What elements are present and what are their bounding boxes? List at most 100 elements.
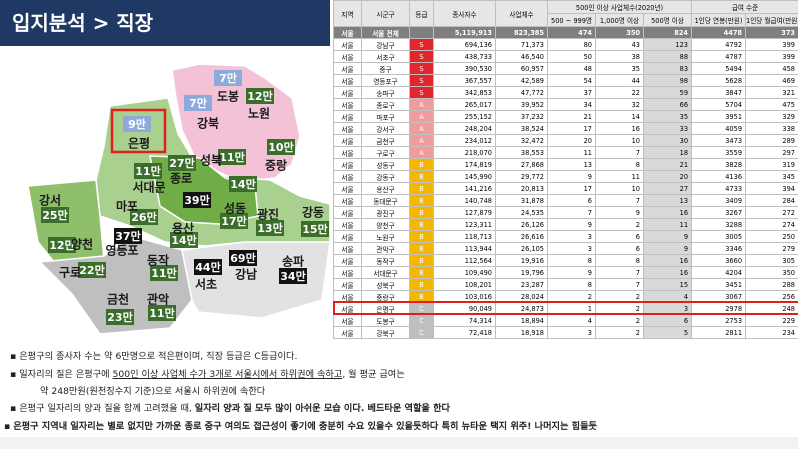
cell: 성북구 (361, 278, 410, 291)
badge-value: 7만 (189, 96, 207, 110)
cell: 474 (547, 26, 596, 39)
cell: 2978 (691, 302, 747, 315)
table-row: 서울 성북구 B 108,201 23,287 8 7 15 3451 288 (333, 278, 798, 291)
district-name: 종로 (170, 172, 192, 186)
cell: 2 (595, 290, 644, 303)
cell: 47,772 (495, 86, 548, 99)
cell: 8 (547, 254, 596, 267)
cell: 5704 (691, 98, 747, 111)
grade-cell: S (409, 74, 434, 87)
cell: 16 (595, 122, 644, 135)
header-cell: 등급 (409, 0, 434, 27)
cell: 16 (642, 206, 693, 219)
badge (214, 70, 242, 86)
cell: 279 (745, 242, 798, 255)
cell: 3828 (691, 158, 747, 171)
cell: 4136 (691, 170, 747, 183)
cell: 3 (642, 302, 693, 315)
cell: 297 (745, 146, 798, 159)
grade-cell: B (409, 218, 434, 231)
cell: 3847 (691, 86, 747, 99)
cell: 2811 (691, 326, 747, 339)
badge-value: 12만 (247, 89, 272, 103)
cell: 서울 (333, 218, 362, 231)
cell: 3559 (691, 146, 747, 159)
header-cell: 500명 이상 (642, 13, 693, 27)
cell: 109,490 (433, 266, 496, 279)
cell: 서울 (333, 38, 362, 51)
district-name: 동작 (147, 253, 169, 268)
district-name: 구로 (59, 266, 81, 280)
cell: 11 (547, 146, 596, 159)
cell: 274 (745, 218, 798, 231)
badge (48, 237, 76, 253)
cell: 174,819 (433, 158, 496, 171)
table-row: 서울 노원구 B 118,713 26,616 3 6 9 3005 250 (333, 230, 798, 243)
badge (220, 213, 248, 229)
cell: 강남구 (361, 38, 410, 51)
badge (123, 116, 151, 132)
title-bar: 입지분석 > 직장 (0, 0, 330, 46)
table-row: 서울 중구 S 390,530 60,957 48 35 83 5494 458 (333, 62, 798, 75)
cell: 3 (547, 326, 596, 339)
cell: 16 (642, 254, 693, 267)
grade-cell: A (409, 146, 434, 159)
map-regions (27, 63, 330, 335)
cell: 서울 (333, 254, 362, 267)
cell: 서울 (333, 230, 362, 243)
cell: 서울 (333, 302, 362, 315)
header-cell: 1인당 연봉(만원) (691, 13, 747, 27)
cell: 19,916 (495, 254, 548, 267)
cell: 서울 (333, 326, 362, 339)
cell: 서울 (333, 74, 362, 87)
cell: 강동구 (361, 170, 410, 183)
cell: 475 (745, 98, 798, 111)
badge (229, 176, 257, 192)
cell: 127,879 (433, 206, 496, 219)
cell: 1 (547, 302, 596, 315)
cell: 2 (547, 290, 596, 303)
district-name: 성북 (200, 154, 222, 168)
table-row: 서울 동대문구 B 140,748 31,878 6 7 13 3409 284 (333, 194, 798, 207)
cell: 3451 (691, 278, 747, 291)
table-row: 서울 광진구 B 127,879 24,535 7 9 16 3267 272 (333, 206, 798, 219)
cell: 도봉구 (361, 314, 410, 327)
cell: 3 (547, 230, 596, 243)
grade-cell: A (409, 98, 434, 111)
title: 입지분석 > 직장 (12, 11, 154, 35)
header-row: 지역 시군구 등급 종사자수 사업체수 500인 이상 사업체수(2020년) 급여 수준 (333, 0, 798, 27)
badge-value: 13만 (257, 221, 282, 235)
cell: 서울 (333, 278, 362, 291)
cell: 694,136 (433, 38, 496, 51)
cell: 469 (745, 74, 798, 87)
cell: 118,713 (433, 230, 496, 243)
grade-cell: A (409, 110, 434, 123)
cell: 13 (547, 158, 596, 171)
table-row: 서울 중랑구 B 103,016 28,024 2 2 4 3067 256 (333, 290, 798, 303)
cell: 서울 (333, 242, 362, 255)
cell: 서울 (333, 134, 362, 147)
cell: 9 (642, 230, 693, 243)
grade-cell: S (409, 38, 434, 51)
cell: 4478 (691, 26, 747, 39)
bullet-text: 은평구 지역내 일자리는 별로 없지만 가까운 종로 중구 여의도 접근성이 좋… (13, 421, 597, 432)
cell: 서울 (333, 194, 362, 207)
cell: 3409 (691, 194, 747, 207)
cell: 338 (745, 122, 798, 135)
grade-cell (409, 26, 434, 39)
grade-cell: B (409, 242, 434, 255)
cell: 141,216 (433, 182, 496, 195)
cell: 248,204 (433, 122, 496, 135)
cell: 서울 (333, 50, 362, 63)
cell: 서울 (333, 98, 362, 111)
cell: 구로구 (361, 146, 410, 159)
cell: 394 (745, 182, 798, 195)
table-row: 서울 은평구 C 90,049 24,873 1 2 3 2978 248 (333, 302, 798, 315)
header-cell: 500 ~ 999명 (547, 13, 596, 27)
badge (134, 163, 162, 179)
badge (229, 250, 257, 266)
header-cell: 지역 (333, 0, 362, 27)
cell: 112,564 (433, 254, 496, 267)
badge-value: 12만 (49, 238, 74, 252)
